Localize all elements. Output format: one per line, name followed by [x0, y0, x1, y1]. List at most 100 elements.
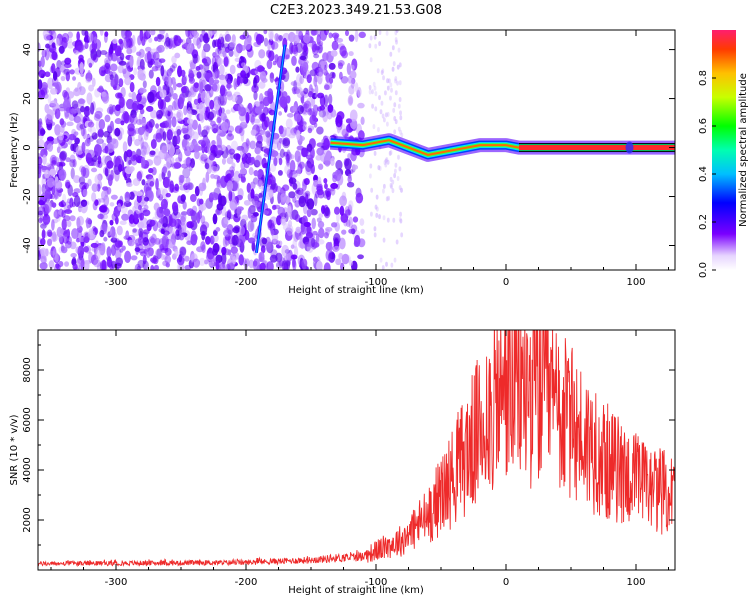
noise-cell — [150, 264, 155, 270]
noise-cell — [149, 180, 155, 187]
noise-cell — [253, 212, 259, 217]
y-tick-label: 2000 — [22, 507, 33, 532]
noise-cell — [135, 118, 144, 126]
noise-cell — [250, 114, 255, 125]
noise-cell — [191, 214, 198, 227]
noise-cell — [126, 182, 133, 188]
noise-cell — [386, 217, 390, 223]
noise-cell — [80, 127, 86, 137]
noise-cell — [117, 240, 123, 248]
noise-cell — [299, 75, 304, 85]
noise-cell — [246, 152, 252, 158]
colorbar-gradient — [712, 30, 736, 270]
noise-cell — [260, 245, 266, 254]
noise-cell — [158, 173, 163, 182]
noise-cell — [185, 156, 192, 168]
noise-cell — [77, 257, 85, 265]
noise-cell — [156, 109, 164, 119]
noise-cell — [225, 83, 233, 89]
noise-cell — [355, 192, 364, 204]
noise-cell — [262, 210, 269, 215]
noise-cell — [347, 204, 353, 216]
noise-cell — [194, 185, 200, 197]
noise-cell — [88, 84, 94, 92]
noise-cell — [104, 167, 109, 177]
noise-cell — [132, 228, 137, 233]
noise-cell — [298, 235, 303, 243]
noise-cell — [250, 188, 255, 200]
noise-cell — [259, 113, 266, 122]
noise-cell — [70, 167, 75, 180]
noise-cell — [267, 88, 274, 99]
noise-cell — [47, 231, 53, 237]
noise-cell — [41, 176, 46, 188]
noise-cell — [398, 166, 402, 172]
trace-blip — [625, 141, 634, 154]
x-tick-label: 0 — [503, 577, 509, 588]
noise-cell — [248, 259, 255, 269]
noise-cell — [397, 126, 401, 132]
noise-cell — [110, 194, 118, 200]
noise-cell — [257, 178, 263, 187]
noise-cell — [221, 112, 227, 121]
noise-cell — [88, 251, 94, 264]
noise-cell — [103, 236, 108, 242]
noise-cell — [398, 97, 402, 103]
noise-cell — [374, 43, 378, 49]
noise-cell — [135, 191, 143, 197]
noise-cell — [50, 87, 58, 95]
noise-cell — [213, 79, 220, 84]
noise-cell — [174, 248, 179, 257]
noise-cell — [303, 221, 311, 228]
noise-cell — [381, 113, 385, 119]
noise-cell — [396, 64, 400, 70]
noise-cell — [161, 120, 170, 129]
noise-cell — [211, 56, 217, 68]
noise-cell — [57, 189, 62, 197]
noise-cell — [375, 194, 379, 200]
noise-cell — [393, 173, 397, 179]
noise-cell — [124, 76, 132, 86]
noise-cell — [323, 231, 329, 239]
noise-cell — [133, 67, 138, 76]
noise-cell — [47, 77, 54, 90]
noise-cell — [268, 50, 275, 62]
noise-cell — [90, 102, 95, 115]
noise-cell — [70, 252, 77, 258]
noise-cell — [181, 138, 188, 148]
noise-cell — [155, 123, 159, 129]
noise-cell — [237, 103, 245, 114]
noise-cell — [87, 127, 93, 133]
noise-cell — [38, 119, 41, 132]
noise-cell — [223, 56, 229, 67]
noise-cell — [58, 201, 67, 208]
noise-cell — [369, 163, 373, 169]
noise-cell — [317, 176, 322, 186]
noise-cell — [285, 54, 290, 60]
noise-cell — [38, 184, 42, 196]
noise-cell — [318, 109, 327, 118]
noise-cell — [226, 157, 234, 165]
noise-cell — [99, 30, 104, 37]
noise-cell — [164, 95, 171, 103]
noise-cell — [258, 192, 263, 199]
noise-cell — [381, 265, 385, 270]
noise-cell — [129, 82, 135, 93]
noise-cell — [368, 43, 372, 49]
noise-cell — [111, 260, 117, 269]
noise-cell — [323, 138, 330, 150]
noise-cell — [107, 52, 113, 62]
trace-core — [519, 145, 675, 151]
noise-cell — [267, 30, 275, 40]
noise-cell — [119, 248, 124, 253]
snr-panel: -300 -200 -100 0 100 2000 4000 6000 8000 Height … — [9, 329, 676, 596]
x-tick-label: -200 — [235, 577, 258, 588]
noise-cell — [160, 228, 165, 234]
noise-cell — [174, 52, 181, 59]
noise-cell — [155, 76, 161, 87]
noise-cell — [59, 150, 68, 161]
noise-cell — [197, 123, 202, 136]
noise-cell — [151, 65, 159, 72]
noise-cell — [186, 100, 192, 112]
noise-cell — [54, 180, 63, 190]
